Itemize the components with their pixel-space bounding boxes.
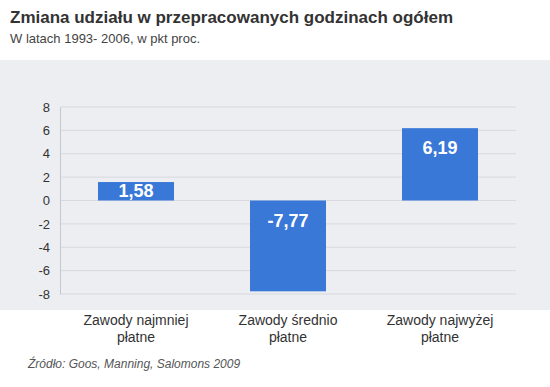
y-tick-label: 6 bbox=[43, 123, 50, 138]
y-tick: 0 bbox=[43, 193, 60, 208]
y-tick-label: 0 bbox=[43, 193, 50, 208]
y-tick: 4 bbox=[43, 146, 60, 161]
x-tick: Zawody najmniejpłatne bbox=[83, 300, 188, 345]
y-tick-label: -8 bbox=[38, 287, 50, 302]
subtitle: W latach 1993- 2006, w pkt proc. bbox=[10, 31, 200, 46]
grid-line bbox=[60, 294, 516, 295]
plot-background bbox=[0, 60, 550, 310]
grid-line bbox=[60, 107, 516, 108]
y-axis-line bbox=[60, 108, 61, 295]
y-tick: -4 bbox=[38, 240, 60, 255]
bar bbox=[402, 128, 478, 200]
y-tick-label: -6 bbox=[38, 263, 50, 278]
chart: Zmiana udziału w przepracowanych godzina… bbox=[0, 0, 550, 387]
x-axis: Zawody najmniejpłatne Zawody średniopłatn… bbox=[83, 300, 493, 345]
data-labels: 1,58 -7,77 6,19 bbox=[118, 138, 457, 230]
y-tick-label: -4 bbox=[38, 240, 50, 255]
grid bbox=[60, 107, 516, 294]
x-tick-label: Zawody najwyżejpłatne bbox=[387, 312, 494, 346]
y-tick-label: 4 bbox=[43, 146, 50, 161]
y-tick-label: -2 bbox=[38, 217, 50, 232]
title: Zmiana udziału w przepracowanych godzina… bbox=[10, 8, 453, 27]
y-tick-label: 8 bbox=[43, 100, 50, 115]
y-tick: 2 bbox=[43, 170, 60, 185]
data-label: -7,77 bbox=[267, 211, 308, 231]
x-tick-label: Zawody średniopłatne bbox=[239, 312, 338, 346]
bar bbox=[98, 182, 174, 200]
x-tick-label: Zawody najmniejpłatne bbox=[83, 312, 188, 346]
y-tick: 6 bbox=[43, 123, 60, 138]
y-tick: -6 bbox=[38, 263, 60, 278]
y-axis: -8 -6 -4 -2 0 2 4 6 8 bbox=[38, 100, 60, 302]
y-tick: 8 bbox=[43, 100, 60, 115]
data-label: 1,58 bbox=[118, 181, 153, 201]
data-label: 6,19 bbox=[422, 138, 457, 158]
bar bbox=[250, 201, 326, 292]
y-tick: -8 bbox=[38, 287, 60, 302]
x-tick: Zawody średniopłatne bbox=[239, 300, 338, 345]
y-tick-label: 2 bbox=[43, 170, 50, 185]
bars bbox=[98, 128, 478, 291]
x-tick: Zawody najwyżejpłatne bbox=[387, 300, 494, 345]
y-tick: -2 bbox=[38, 217, 60, 232]
source: Źródło: Goos, Manning, Salomons 2009 bbox=[27, 356, 240, 371]
